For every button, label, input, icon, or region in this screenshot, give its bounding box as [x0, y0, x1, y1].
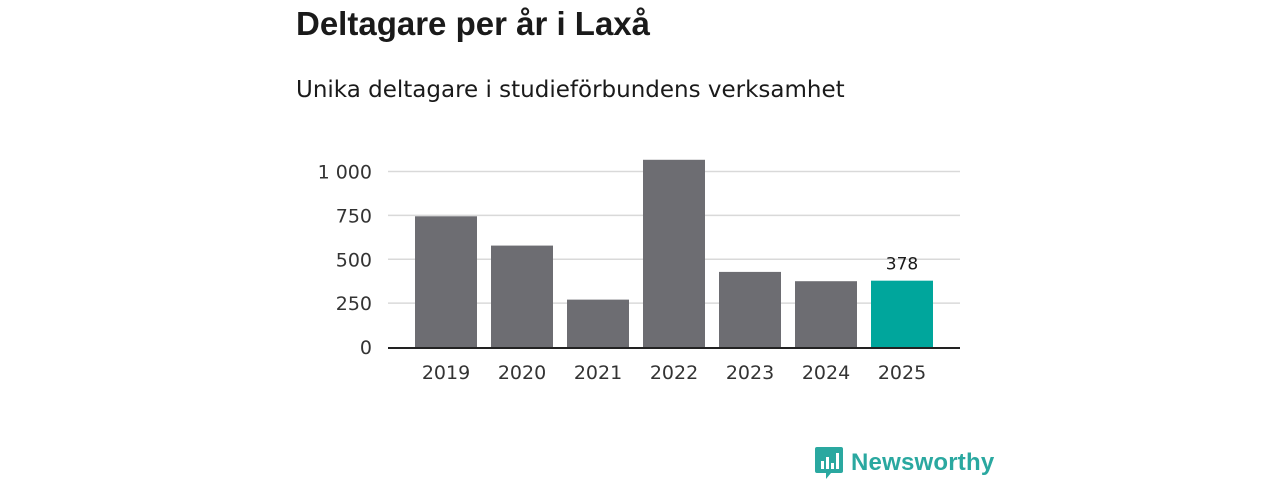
x-tick-label: 2023	[726, 362, 774, 384]
bars	[415, 159, 933, 347]
x-axis-tick-labels: 2019 2020 2021 2022 2023 2024 2025	[422, 362, 926, 384]
x-tick-label: 2024	[802, 362, 850, 384]
bar-2023	[719, 271, 781, 347]
bar-2020	[491, 245, 553, 347]
x-tick-label: 2022	[650, 362, 698, 384]
bar-2019	[415, 216, 477, 347]
bar-2025	[871, 280, 933, 347]
data-label: 378	[886, 255, 918, 275]
x-tick-label: 2020	[498, 362, 546, 384]
chart-title: Deltagare per år i Laxå	[296, 5, 651, 42]
logo-text: Newsworthy	[851, 449, 995, 476]
y-tick-label: 500	[336, 249, 372, 271]
x-tick-label: 2019	[422, 362, 470, 384]
newsworthy-logo: Newsworthy	[814, 446, 994, 480]
bar-2021	[567, 299, 629, 347]
chart-subtitle: Unika deltagare i studieförbundens verks…	[296, 77, 845, 103]
y-tick-label: 0	[360, 337, 372, 359]
x-tick-label: 2021	[574, 362, 622, 384]
y-tick-label: 1 000	[318, 162, 372, 184]
bar-2024	[795, 281, 857, 347]
newsworthy-bar-chart-icon	[815, 447, 843, 479]
data-labels: 378	[886, 255, 918, 275]
y-tick-label: 250	[336, 293, 372, 315]
x-tick-label: 2025	[878, 362, 926, 384]
y-axis-tick-labels: 0 250 500 750 1 000	[318, 162, 372, 359]
y-tick-label: 750	[336, 205, 372, 227]
bar-2022	[643, 159, 705, 347]
